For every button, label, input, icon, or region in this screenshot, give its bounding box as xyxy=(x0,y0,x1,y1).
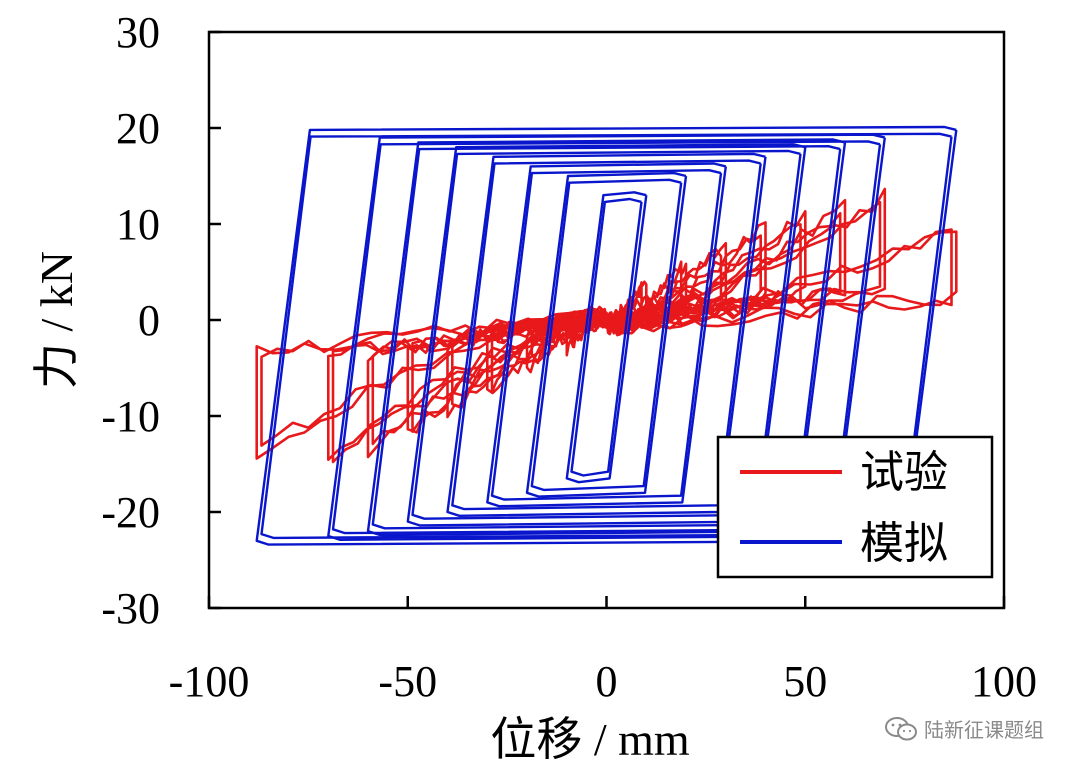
simulation-loop xyxy=(525,171,688,498)
test-loop xyxy=(255,230,958,460)
y-tick-label: -20 xyxy=(101,488,160,537)
x-tick-label: -50 xyxy=(378,657,437,706)
test-loop xyxy=(260,228,953,447)
x-tick-label: 0 xyxy=(596,657,618,706)
legend-box xyxy=(716,435,994,579)
simulation-loop xyxy=(530,178,683,492)
watermark: 陆新征课题组 xyxy=(884,714,1044,743)
legend-label-simulation: 模拟 xyxy=(860,519,948,568)
simulation-loop xyxy=(565,191,648,484)
simulation-loop xyxy=(486,162,727,508)
simulation-loop xyxy=(490,169,723,501)
y-axis-label: 力 / kN xyxy=(31,251,82,389)
x-tick-label: 50 xyxy=(783,657,827,706)
series-layer xyxy=(255,125,958,546)
simulation-loop xyxy=(570,197,643,477)
y-tick-label: 10 xyxy=(116,200,160,249)
y-tick-label: 20 xyxy=(116,104,160,153)
legend: 试验 模拟 xyxy=(716,435,994,579)
y-tick-label: 30 xyxy=(116,8,160,57)
y-tick-label: -10 xyxy=(101,392,160,441)
y-tick-label: -30 xyxy=(101,584,160,633)
wechat-icon xyxy=(885,716,917,740)
watermark-text: 陆新征课题组 xyxy=(924,718,1044,742)
x-axis-label: 位移 / mm xyxy=(490,714,690,765)
x-tick-label: 100 xyxy=(971,657,1037,706)
x-tick-label: -100 xyxy=(169,657,250,706)
y-tick-label: 0 xyxy=(138,296,160,345)
legend-label-test: 试验 xyxy=(860,448,948,497)
test-loop xyxy=(327,187,887,461)
